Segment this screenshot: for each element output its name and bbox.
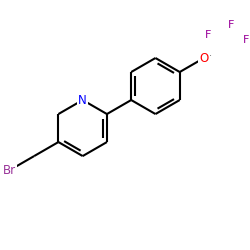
Text: N: N xyxy=(78,94,87,106)
Text: F: F xyxy=(204,30,211,40)
Text: F: F xyxy=(228,20,234,30)
Text: F: F xyxy=(243,35,249,45)
Text: Br: Br xyxy=(3,164,16,176)
Text: O: O xyxy=(199,52,208,64)
